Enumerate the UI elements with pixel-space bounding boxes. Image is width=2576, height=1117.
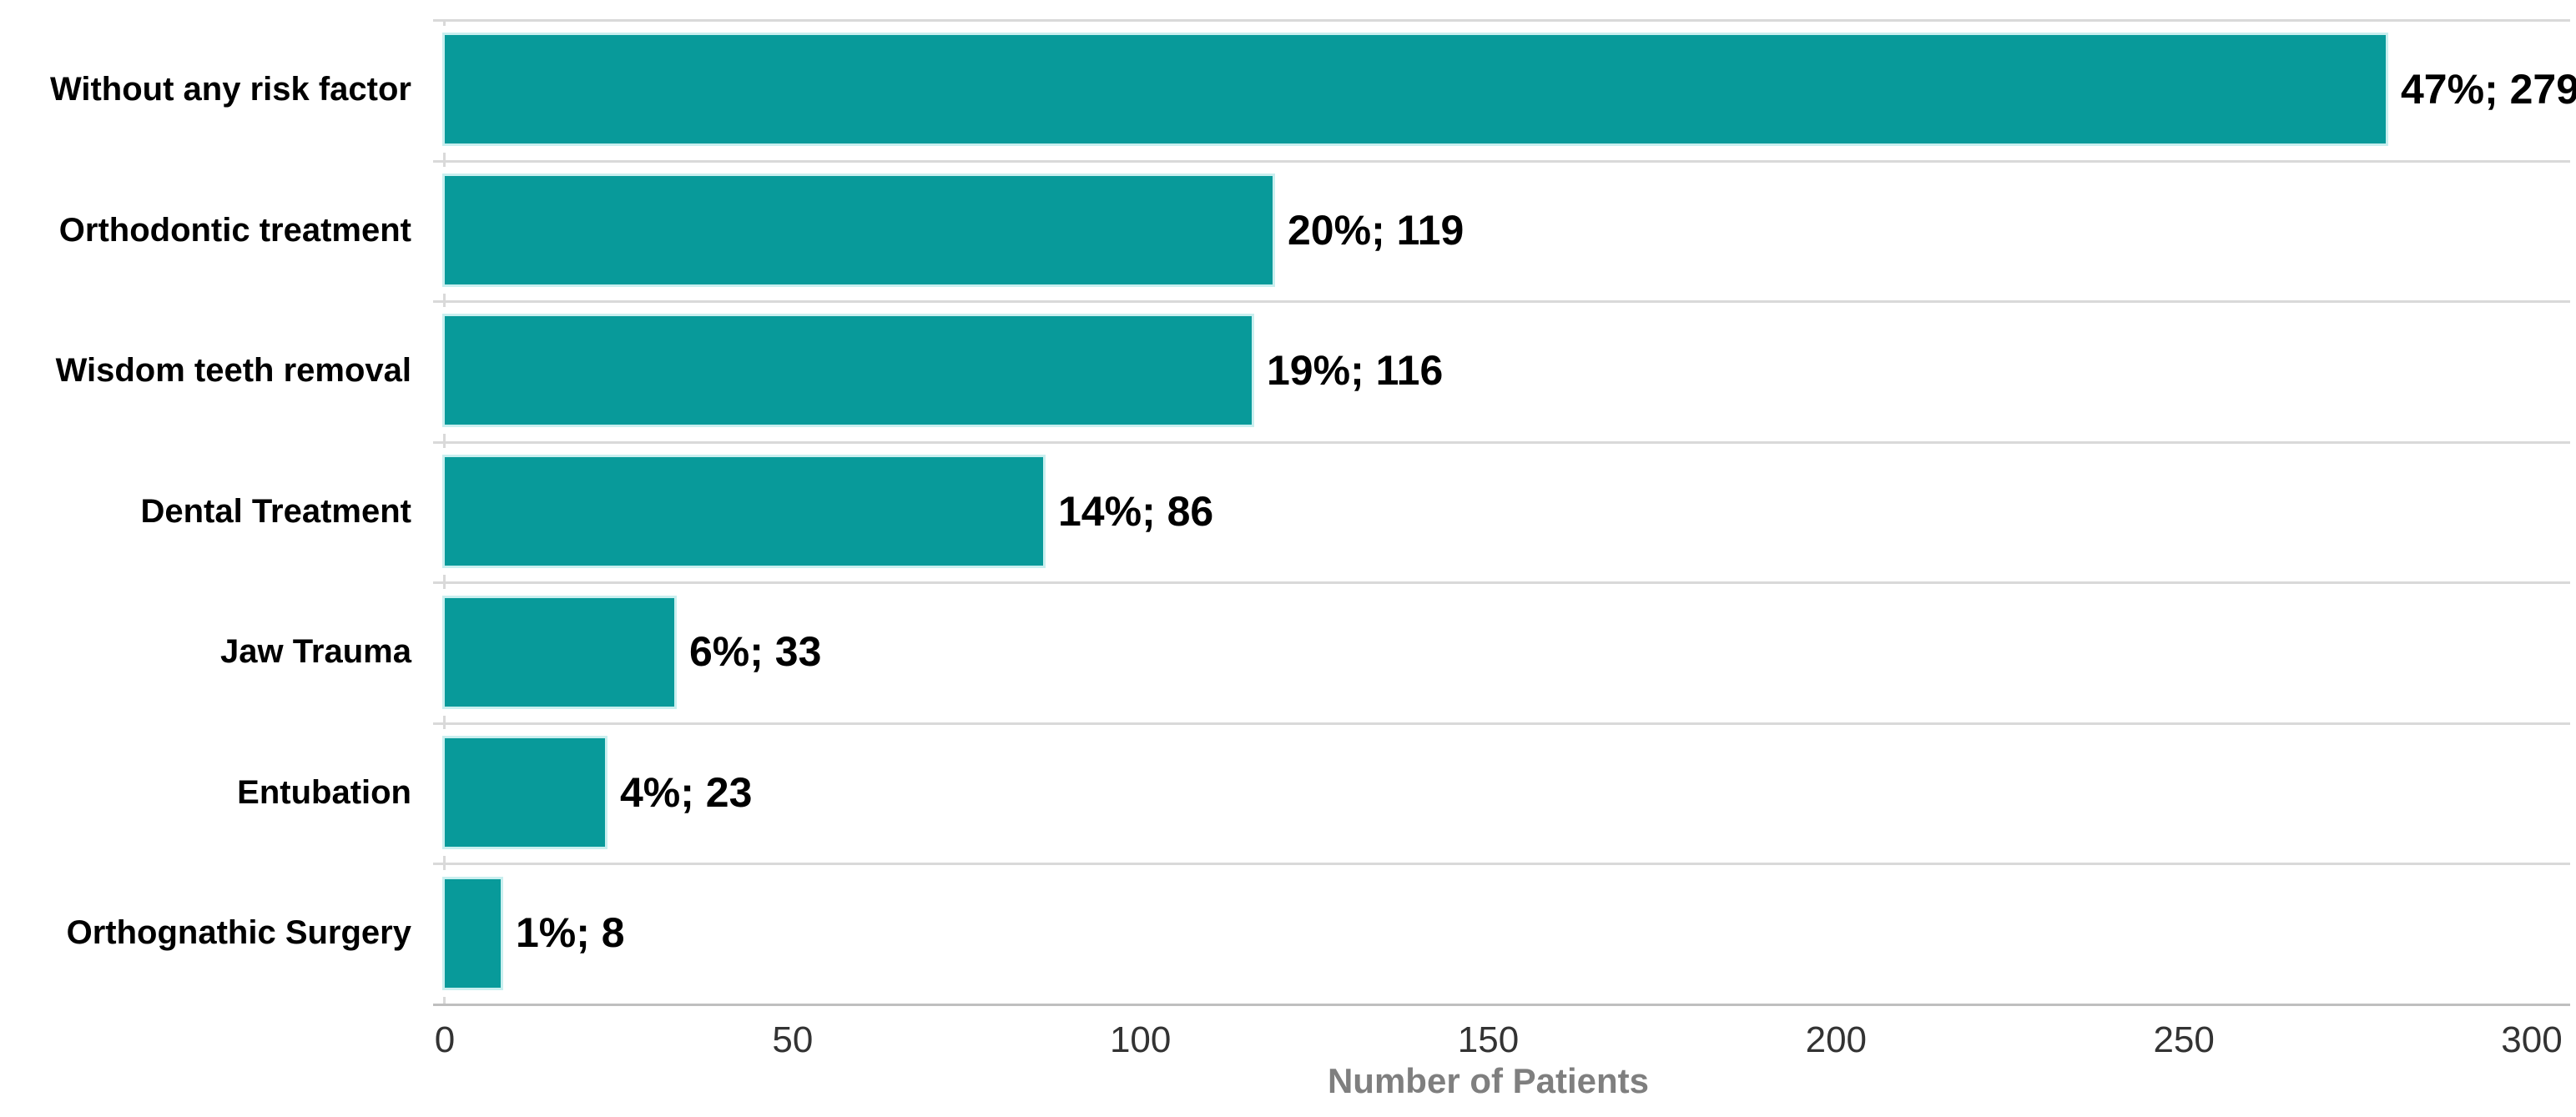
value-label: 20%; 119 (1288, 206, 1464, 254)
x-axis-line (433, 1004, 2570, 1006)
category-gridline (433, 19, 2570, 22)
category-gridline (433, 863, 2570, 865)
bar (445, 598, 674, 707)
value-label: 4%; 23 (620, 768, 753, 816)
x-tick-label: 300 (2501, 1019, 2563, 1060)
category-label: Orthognathic Surgery (66, 914, 411, 952)
category-gridline (433, 441, 2570, 444)
x-tick-label: 250 (2153, 1019, 2215, 1060)
category-gridline (433, 300, 2570, 303)
bar (445, 316, 1252, 425)
x-tick-label: 100 (1109, 1019, 1172, 1060)
category-label: Orthodontic treatment (58, 211, 411, 249)
value-label: 1%; 8 (516, 909, 625, 957)
bar (445, 738, 605, 847)
x-tick-label: 150 (1457, 1019, 1520, 1060)
value-label: 6%; 33 (689, 628, 822, 676)
value-label: 19%; 116 (1267, 347, 1444, 395)
category-label: Wisdom teeth removal (55, 352, 411, 390)
value-label: 14%; 86 (1058, 487, 1214, 535)
x-tick-label: 50 (772, 1019, 814, 1060)
bar (445, 457, 1043, 566)
bar (445, 35, 2386, 143)
category-label: Jaw Trauma (219, 633, 411, 671)
value-label: 47%; 279 (2401, 66, 2576, 113)
x-axis-title: Number of Patients (1327, 1061, 1650, 1100)
x-tick-label: 200 (1805, 1019, 1868, 1060)
bar (445, 879, 501, 988)
x-tick-label: 0 (434, 1019, 456, 1060)
category-label: Entubation (237, 773, 411, 811)
category-gridline (433, 581, 2570, 584)
y-axis-line (443, 19, 446, 1004)
category-gridline (433, 722, 2570, 725)
category-label: Without any risk factor (49, 71, 411, 108)
category-label: Dental Treatment (140, 492, 411, 530)
bar (445, 176, 1273, 284)
category-gridline (433, 160, 2570, 163)
